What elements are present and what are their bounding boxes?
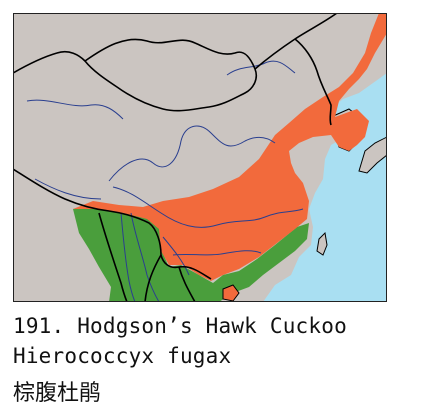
map-svg bbox=[13, 13, 387, 302]
range-map bbox=[13, 13, 387, 302]
border-mongolia bbox=[84, 38, 258, 112]
border-indochina bbox=[98, 212, 196, 302]
river-yellow bbox=[108, 125, 276, 182]
river-salween bbox=[120, 212, 136, 302]
map-frame-border bbox=[13, 13, 387, 302]
river-brahmaputra bbox=[34, 178, 102, 200]
border-china-ne bbox=[294, 38, 332, 126]
species-chinese-name: 棕腹杜鹃 bbox=[13, 381, 102, 406]
river-tarim bbox=[26, 99, 124, 120]
river-amur bbox=[226, 60, 296, 76]
japan-islands bbox=[358, 136, 387, 174]
hainan-island bbox=[222, 284, 240, 302]
species-common-name: 191. Hodgson’s Hawk Cuckoo bbox=[13, 314, 347, 338]
range-green bbox=[73, 205, 309, 302]
range-orange bbox=[73, 13, 387, 281]
river-mekong bbox=[130, 212, 160, 302]
species-scientific-name: Hierococcyx fugax bbox=[13, 344, 232, 368]
taiwan-island bbox=[316, 231, 328, 256]
river-yangtze bbox=[112, 186, 304, 228]
borders bbox=[13, 13, 338, 302]
rivers bbox=[26, 60, 304, 302]
river-pearl bbox=[172, 250, 262, 256]
river-red bbox=[162, 236, 190, 276]
